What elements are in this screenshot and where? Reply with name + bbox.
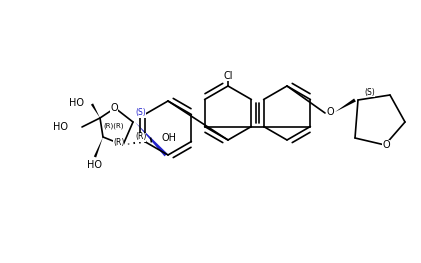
Polygon shape — [91, 103, 100, 118]
Text: O: O — [326, 107, 334, 117]
Text: Cl: Cl — [223, 71, 233, 81]
Text: (R)(R): (R)(R) — [103, 123, 123, 129]
Text: O: O — [382, 140, 390, 150]
Polygon shape — [94, 137, 103, 158]
Text: (S): (S) — [365, 88, 376, 97]
Polygon shape — [335, 99, 356, 112]
Polygon shape — [135, 122, 168, 156]
Text: OH: OH — [162, 133, 177, 143]
Text: HO: HO — [53, 122, 68, 132]
Text: (R): (R) — [135, 133, 147, 141]
Text: HO: HO — [69, 98, 84, 108]
Text: HO: HO — [88, 160, 102, 170]
Text: (S): (S) — [136, 109, 147, 118]
Text: O: O — [110, 103, 118, 113]
Text: (R): (R) — [113, 138, 124, 146]
